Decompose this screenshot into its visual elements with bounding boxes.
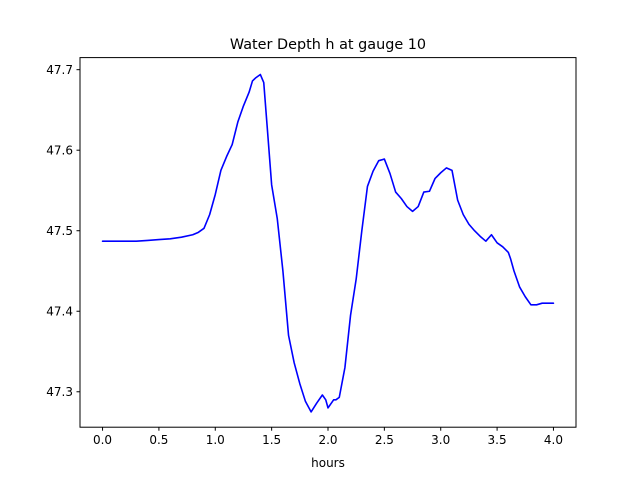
plot-frame xyxy=(79,57,577,428)
chart-title: Water Depth h at gauge 10 xyxy=(230,37,426,53)
y-tick-label: 47.3 xyxy=(46,385,73,399)
x-tick-label: 0.0 xyxy=(93,433,112,447)
x-axis: 0.0 0.5 1.0 1.5 2.0 2.5 3.0 3.5 4.0 xyxy=(93,427,563,447)
y-tick-label: 47.5 xyxy=(46,224,73,238)
series-layer xyxy=(101,73,555,413)
x-tick-label: 1.5 xyxy=(262,433,281,447)
x-tick-label: 0.5 xyxy=(149,433,168,447)
y-tick-label: 47.6 xyxy=(46,144,73,158)
x-tick-label: 1.0 xyxy=(206,433,225,447)
x-tick-label: 3.0 xyxy=(431,433,450,447)
x-tick-label: 2.0 xyxy=(318,433,337,447)
y-axis: 47.3 47.4 47.5 47.6 47.7 xyxy=(46,63,80,399)
y-tick-label: 47.4 xyxy=(46,305,73,319)
x-tick-label: 4.0 xyxy=(544,433,563,447)
x-tick-label: 3.5 xyxy=(488,433,507,447)
series-line xyxy=(101,73,555,413)
x-axis-label: hours xyxy=(311,456,345,470)
x-tick-label: 2.5 xyxy=(375,433,394,447)
y-tick-label: 47.7 xyxy=(46,63,73,77)
plot-area xyxy=(79,57,577,428)
